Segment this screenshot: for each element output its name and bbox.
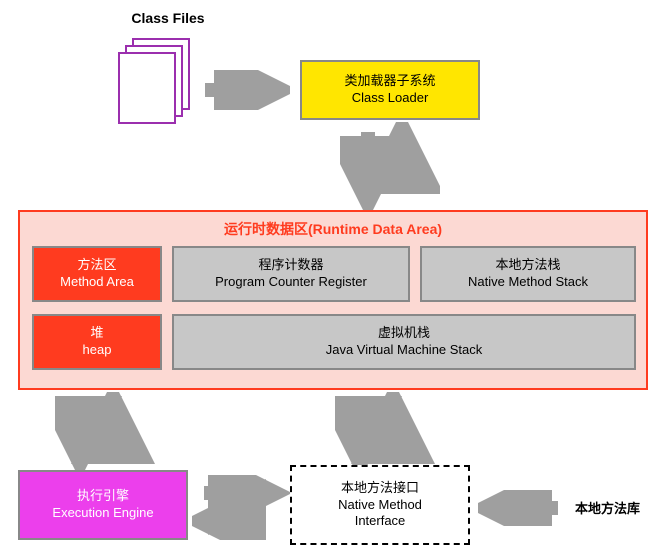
heap-box: 堆 heap: [32, 314, 162, 370]
runtime-title: 运行时数据区(Runtime Data Area): [20, 220, 646, 238]
class-loader-box: 类加载器子系统 Class Loader: [300, 60, 480, 120]
pc-register-l2: Program Counter Register: [215, 274, 367, 291]
native-interface-box: 本地方法接口 Native Method Interface: [290, 465, 470, 545]
arrow-lib-to-native: [478, 490, 568, 526]
arrow-pair-runtime-exec: [55, 392, 155, 472]
method-area-l2: Method Area: [60, 274, 134, 291]
runtime-data-area-container: 运行时数据区(Runtime Data Area) 方法区 Method Are…: [18, 210, 648, 390]
jvm-stack-l2: Java Virtual Machine Stack: [326, 342, 483, 359]
pc-register-box: 程序计数器 Program Counter Register: [172, 246, 410, 302]
native-interface-l3: Interface: [355, 513, 406, 530]
jvm-stack-l1: 虚拟机栈: [378, 325, 430, 342]
method-area-box: 方法区 Method Area: [32, 246, 162, 302]
native-stack-box: 本地方法栈 Native Method Stack: [420, 246, 636, 302]
arrow-pair-runtime-native: [335, 392, 435, 472]
arrow-files-to-loader: [200, 70, 290, 110]
class-loader-l2: Class Loader: [352, 90, 429, 107]
native-stack-l2: Native Method Stack: [468, 274, 588, 291]
arrow-pair-exec-native: [192, 475, 292, 540]
method-area-l1: 方法区: [77, 257, 116, 274]
heap-l2: heap: [83, 342, 112, 359]
exec-engine-l1: 执行引擎: [77, 488, 129, 505]
native-interface-l1: 本地方法接口: [341, 480, 419, 497]
native-interface-l2: Native Method: [338, 497, 422, 514]
exec-engine-l2: Execution Engine: [52, 505, 153, 522]
class-loader-l1: 类加载器子系统: [344, 73, 435, 90]
native-stack-l1: 本地方法栈: [495, 257, 560, 274]
execution-engine-box: 执行引擎 Execution Engine: [18, 470, 188, 540]
pc-register-l1: 程序计数器: [258, 257, 323, 274]
class-files-label: Class Files: [108, 10, 228, 26]
native-lib-label: 本地方法库: [575, 498, 640, 517]
heap-l1: 堆: [90, 325, 103, 342]
jvm-stack-box: 虚拟机栈 Java Virtual Machine Stack: [172, 314, 636, 370]
arrow-pair-loader-runtime: [340, 122, 440, 212]
